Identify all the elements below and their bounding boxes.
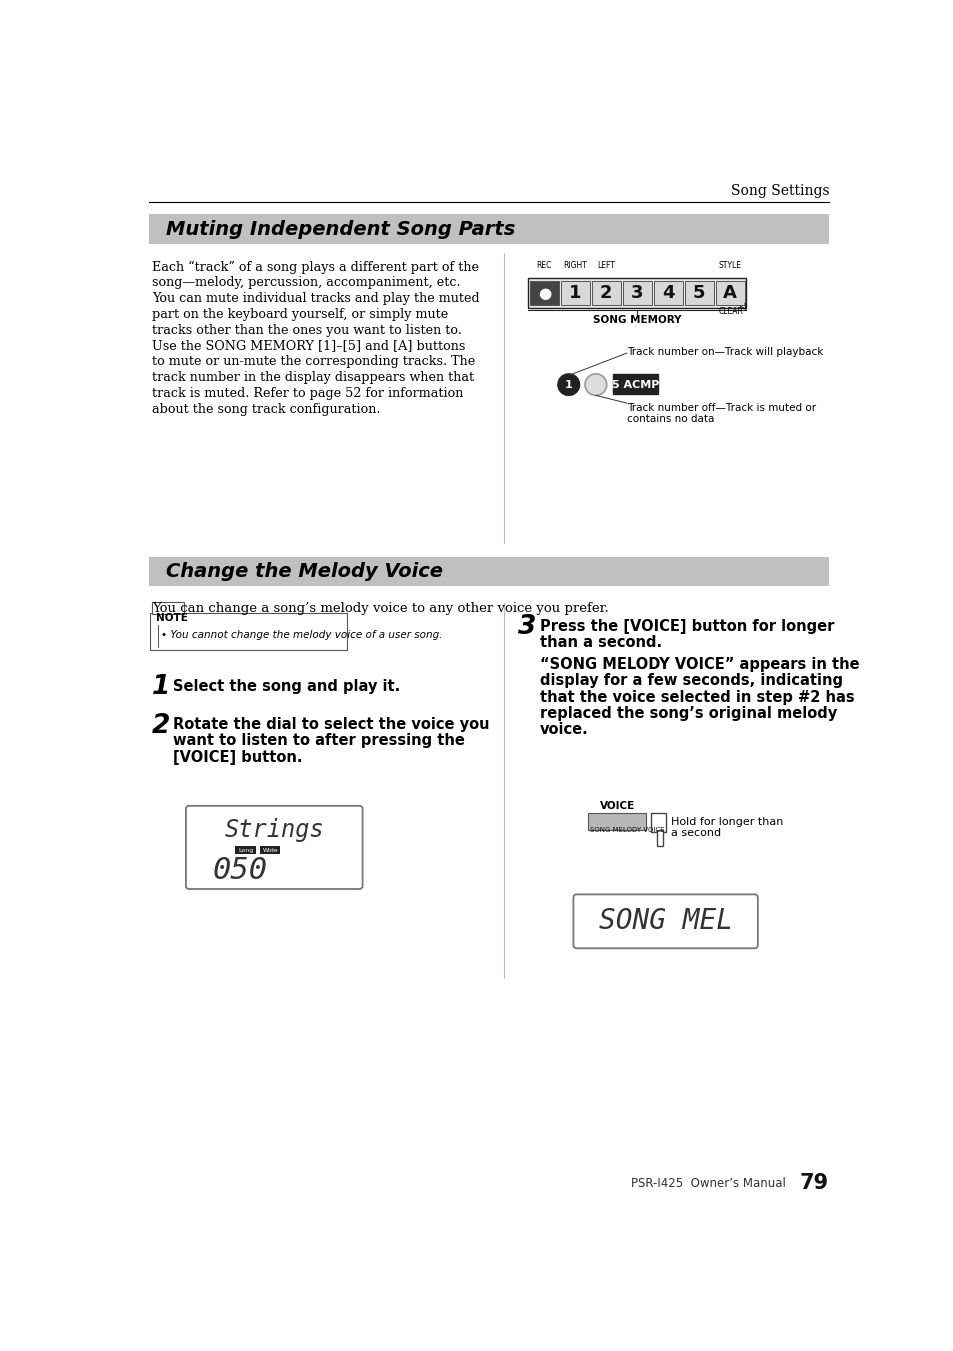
Text: tracks other than the ones you want to listen to.: tracks other than the ones you want to l… bbox=[152, 324, 461, 336]
Text: Wide: Wide bbox=[262, 847, 278, 852]
Text: A: A bbox=[722, 284, 737, 303]
Bar bbox=[149, 215, 828, 243]
Text: Press the [VOICE] button for longer: Press the [VOICE] button for longer bbox=[539, 619, 834, 634]
Text: Use the SONG MEMORY [1]–[5] and [A] buttons: Use the SONG MEMORY [1]–[5] and [A] butt… bbox=[152, 339, 465, 353]
Bar bbox=[592, 281, 620, 305]
Text: 1: 1 bbox=[564, 380, 572, 389]
Text: You can mute individual tracks and play the muted: You can mute individual tracks and play … bbox=[152, 292, 479, 305]
Polygon shape bbox=[650, 813, 666, 832]
FancyBboxPatch shape bbox=[573, 894, 757, 948]
Text: Muting Independent Song Parts: Muting Independent Song Parts bbox=[166, 220, 515, 239]
Bar bbox=[530, 281, 558, 305]
Text: Track number on—Track will playback: Track number on—Track will playback bbox=[626, 347, 822, 357]
Text: 3: 3 bbox=[631, 284, 643, 303]
Text: LEFT: LEFT bbox=[597, 261, 615, 270]
Bar bbox=[622, 281, 651, 305]
Text: 5: 5 bbox=[693, 284, 705, 303]
Circle shape bbox=[584, 374, 606, 396]
Bar bbox=[152, 601, 184, 615]
Text: CLEAR: CLEAR bbox=[719, 307, 743, 316]
Text: 1: 1 bbox=[569, 284, 581, 303]
Text: Strings: Strings bbox=[224, 819, 324, 843]
Text: Select the song and play it.: Select the song and play it. bbox=[173, 678, 400, 694]
Text: want to listen to after pressing the: want to listen to after pressing the bbox=[173, 734, 465, 748]
Text: • You cannot change the melody voice of a user song.: • You cannot change the melody voice of … bbox=[161, 630, 442, 639]
Text: to mute or un-mute the corresponding tracks. The: to mute or un-mute the corresponding tra… bbox=[152, 355, 475, 369]
Text: Hold for longer than
a second: Hold for longer than a second bbox=[670, 816, 782, 838]
Text: voice.: voice. bbox=[539, 721, 588, 736]
Text: 3: 3 bbox=[517, 615, 537, 640]
Text: 2: 2 bbox=[599, 284, 612, 303]
Text: SONG MELODY VOICE: SONG MELODY VOICE bbox=[589, 827, 663, 834]
Text: “SONG MELODY VOICE” appears in the: “SONG MELODY VOICE” appears in the bbox=[539, 657, 859, 673]
Text: SONG MEL: SONG MEL bbox=[598, 908, 732, 935]
Text: 79: 79 bbox=[800, 1173, 828, 1193]
Text: REC: REC bbox=[537, 261, 552, 270]
Text: SONG MEMORY: SONG MEMORY bbox=[593, 315, 680, 324]
Text: song—melody, percussion, accompaniment, etc.: song—melody, percussion, accompaniment, … bbox=[152, 277, 460, 289]
Bar bbox=[612, 374, 658, 394]
Text: that the voice selected in step #2 has: that the voice selected in step #2 has bbox=[539, 689, 854, 705]
Bar bbox=[654, 281, 682, 305]
FancyBboxPatch shape bbox=[150, 612, 347, 650]
Text: 2: 2 bbox=[152, 713, 170, 739]
Text: about the song track configuration.: about the song track configuration. bbox=[152, 403, 380, 416]
Polygon shape bbox=[657, 831, 662, 846]
Text: PSR-I425  Owner’s Manual: PSR-I425 Owner’s Manual bbox=[630, 1177, 785, 1190]
Text: 5 ACMP: 5 ACMP bbox=[611, 380, 659, 389]
Circle shape bbox=[558, 374, 579, 396]
Bar bbox=[235, 846, 255, 854]
Text: Track number off—Track is muted or: Track number off—Track is muted or bbox=[626, 403, 815, 413]
Text: Song Settings: Song Settings bbox=[730, 184, 828, 199]
Text: RIGHT: RIGHT bbox=[563, 261, 587, 270]
Text: track is muted. Refer to page 52 for information: track is muted. Refer to page 52 for inf… bbox=[152, 386, 463, 400]
Text: Change the Melody Voice: Change the Melody Voice bbox=[166, 562, 442, 581]
Text: part on the keyboard yourself, or simply mute: part on the keyboard yourself, or simply… bbox=[152, 308, 448, 322]
Text: 4: 4 bbox=[661, 284, 674, 303]
Bar bbox=[560, 281, 589, 305]
Bar bbox=[149, 557, 828, 586]
Text: track number in the display disappears when that: track number in the display disappears w… bbox=[152, 372, 474, 384]
Bar bbox=[528, 277, 745, 308]
Text: display for a few seconds, indicating: display for a few seconds, indicating bbox=[539, 673, 842, 689]
Bar bbox=[684, 281, 713, 305]
FancyBboxPatch shape bbox=[186, 805, 362, 889]
Text: replaced the song’s original melody: replaced the song’s original melody bbox=[539, 705, 837, 720]
Text: STYLE: STYLE bbox=[718, 261, 741, 270]
Text: Each “track” of a song plays a different part of the: Each “track” of a song plays a different… bbox=[152, 261, 478, 274]
Text: NOTE: NOTE bbox=[156, 612, 188, 623]
Bar bbox=[260, 846, 280, 854]
Text: You can change a song’s melody voice to any other voice you prefer.: You can change a song’s melody voice to … bbox=[152, 601, 608, 615]
Text: Rotate the dial to select the voice you: Rotate the dial to select the voice you bbox=[173, 717, 490, 732]
Text: VOICE: VOICE bbox=[598, 801, 634, 811]
Text: Long: Long bbox=[237, 847, 253, 852]
Text: [VOICE] button.: [VOICE] button. bbox=[173, 750, 303, 765]
Text: than a second.: than a second. bbox=[539, 635, 661, 650]
Text: ●: ● bbox=[537, 285, 551, 300]
Bar bbox=[587, 813, 645, 830]
Text: 050: 050 bbox=[212, 857, 267, 885]
Bar bbox=[716, 281, 744, 305]
Text: 1: 1 bbox=[152, 674, 170, 700]
Text: contains no data: contains no data bbox=[626, 413, 714, 424]
